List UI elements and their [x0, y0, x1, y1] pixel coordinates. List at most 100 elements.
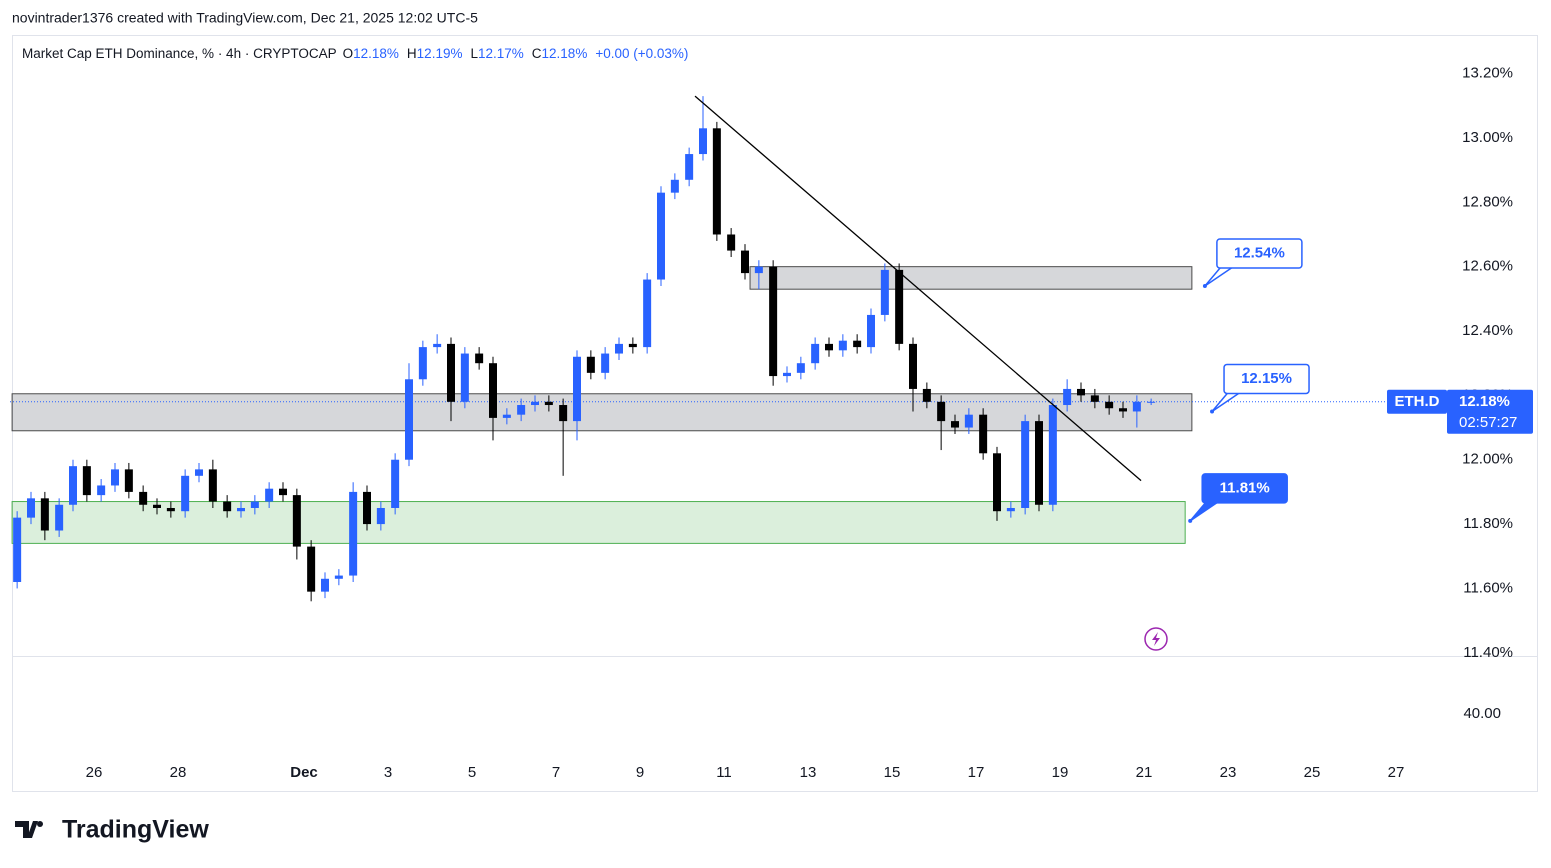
legend-key: O [343, 46, 354, 61]
lower-y-tick-label: 40.00 [1463, 705, 1501, 722]
candle-body [838, 340, 847, 351]
candle-body [111, 469, 119, 486]
candle-body [475, 353, 484, 364]
callout-tail [1204, 266, 1236, 287]
candle-body [712, 128, 721, 235]
candle-body [195, 469, 203, 476]
x-tick-label: 11 [716, 764, 732, 781]
candle-body [405, 379, 413, 460]
candle-body [502, 414, 511, 418]
x-tick-label: 9 [636, 764, 644, 781]
candle-body [895, 269, 904, 344]
candle-body [334, 575, 343, 579]
candle-body [279, 488, 287, 496]
candle-body [741, 250, 749, 274]
candle-body [460, 353, 469, 402]
y-tick-label: 11.60% [1463, 579, 1513, 596]
x-tick-label: 17 [968, 764, 985, 781]
x-tick-label: 3 [384, 764, 392, 781]
credit: novintrader1376 created with TradingView… [12, 10, 478, 26]
candle-body [391, 459, 400, 508]
candle-body [40, 498, 49, 531]
y-tick-label: 13.00% [1462, 129, 1513, 146]
x-tick-label: 21 [1136, 764, 1153, 781]
y-tick-label: 12.00% [1462, 451, 1513, 468]
candle-body [657, 192, 665, 280]
candle-body [349, 491, 358, 576]
candle-body [124, 469, 133, 492]
candle-body [559, 405, 568, 422]
zone [11, 501, 1186, 544]
candle-body [670, 179, 679, 193]
legend-key: L [470, 46, 478, 61]
candle-body [97, 485, 106, 496]
x-tick-label: 15 [884, 764, 901, 781]
candle-body [1119, 408, 1127, 412]
candle-body [615, 343, 623, 354]
x-tick-label: 7 [552, 764, 560, 781]
legend-value: 12.18% [353, 46, 399, 61]
candle-body [292, 495, 301, 547]
candle-body [55, 504, 64, 531]
candle-body [153, 504, 161, 508]
price-tag [1447, 389, 1533, 434]
candle-body [1147, 401, 1156, 403]
x-tick-label: 25 [1304, 764, 1321, 781]
candle-body [1048, 405, 1057, 505]
pane-mask [1446, 657, 1536, 667]
plot: Market Cap ETH Dominance, % · 4h · CRYPT… [10, 46, 1536, 781]
candle-body [1105, 401, 1114, 409]
logo-text: TradingView [62, 816, 209, 844]
logo[interactable]: TradingView [15, 816, 209, 844]
candle-body [825, 343, 833, 351]
candle-body [223, 501, 232, 512]
candle-body [82, 466, 91, 496]
candle-body [586, 356, 595, 373]
y-tick-label: 12.80% [1462, 193, 1513, 210]
candle-body [951, 421, 959, 428]
candle-body [265, 488, 274, 502]
candle-body [489, 363, 497, 418]
callout-label: 12.54% [1234, 244, 1285, 261]
candle-body [573, 356, 581, 422]
callout-anchor [1202, 283, 1207, 288]
legend: Market Cap ETH Dominance, % · 4h · CRYPT… [22, 46, 688, 61]
candle-body [853, 340, 862, 348]
candle-body [643, 279, 652, 348]
x-tick-label: 26 [86, 764, 103, 781]
candle-body [1132, 401, 1141, 412]
callout-anchor [1188, 518, 1193, 523]
candle-body [531, 401, 539, 406]
candle-body [544, 401, 553, 406]
candle-body [433, 343, 442, 348]
callout-tail [1189, 501, 1221, 522]
candle-body [1021, 421, 1030, 508]
candle-body [418, 347, 427, 380]
callout-anchor [1210, 409, 1215, 414]
candle-body [909, 343, 917, 389]
lightning-icon[interactable] [1144, 627, 1168, 651]
trendline [694, 95, 1142, 482]
callout-label: 12.15% [1241, 370, 1292, 387]
candle-body [769, 266, 778, 377]
candle-body [811, 343, 820, 364]
candle-body [685, 154, 694, 180]
legend-key: H [407, 46, 417, 61]
x-tick-label: Dec [290, 764, 318, 781]
x-tick-label: 28 [170, 764, 187, 781]
candle-body [993, 453, 1001, 512]
candle-body [867, 314, 875, 348]
candle-body [13, 517, 22, 582]
candle-body [796, 363, 805, 373]
candle-body [699, 128, 707, 155]
candle-body [783, 372, 791, 377]
x-tick-label: 19 [1052, 764, 1069, 781]
legend-value: 12.19% [417, 46, 463, 61]
y-tick-label: 12.60% [1462, 258, 1513, 275]
callout-box [1223, 363, 1310, 395]
candle-body [1035, 421, 1043, 505]
y-tick-label: 12.40% [1462, 322, 1513, 339]
callout-label: 11.81% [1220, 479, 1270, 496]
candle-body [166, 507, 175, 512]
candle-body [601, 353, 610, 373]
